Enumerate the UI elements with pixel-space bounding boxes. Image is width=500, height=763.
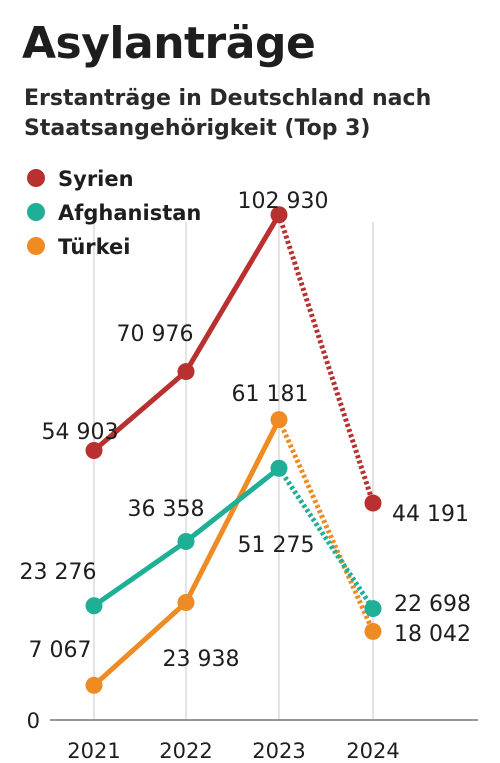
data-label-türkei-2024: 18 042 <box>394 622 471 647</box>
data-point-türkei-2021 <box>85 676 103 694</box>
data-label-afghanistan-2022: 36 358 <box>128 497 205 522</box>
data-point-afghanistan-2023 <box>270 459 288 477</box>
data-label-türkei-2022: 23 938 <box>163 647 240 672</box>
data-point-syrien-2023 <box>270 206 288 224</box>
legend-label-türkei: Türkei <box>58 235 130 259</box>
legend-marker-afghanistan <box>27 203 45 221</box>
legend-marker-syrien <box>27 169 45 187</box>
x-tick-label-2023: 2023 <box>252 739 305 763</box>
y-tick-label-0: 0 <box>27 709 40 733</box>
data-label-syrien-2022: 70 976 <box>117 322 194 347</box>
data-label-türkei-2021: 7 067 <box>29 638 92 663</box>
chart-title: Asylanträge <box>22 18 316 69</box>
data-point-türkei-2022 <box>177 593 195 611</box>
subtitle-line-2: Staatsangehörigkeit (Top 3) <box>24 116 371 141</box>
series-line-dotted-syrien <box>276 213 376 504</box>
data-label-afghanistan-2024: 22 698 <box>394 592 471 617</box>
data-label-türkei-2023: 61 181 <box>232 382 309 407</box>
data-point-türkei-2024 <box>364 622 382 640</box>
data-label-afghanistan-2023: 51 275 <box>238 533 315 558</box>
data-label-syrien-2023: 102 930 <box>238 189 329 214</box>
legend-label-afghanistan: Afghanistan <box>58 201 201 225</box>
data-point-türkei-2023 <box>270 411 288 429</box>
series-line-dotted-türkei <box>276 418 376 633</box>
data-point-syrien-2021 <box>85 441 103 459</box>
data-point-afghanistan-2022 <box>177 533 195 551</box>
data-label-afghanistan-2021: 23 276 <box>20 560 97 585</box>
data-label-syrien-2021: 54 903 <box>42 420 119 445</box>
x-tick-label-2021: 2021 <box>67 739 120 763</box>
data-point-afghanistan-2024 <box>364 600 382 618</box>
data-point-afghanistan-2021 <box>85 597 103 615</box>
x-tick-label-2022: 2022 <box>159 739 212 763</box>
chart-subtitle: Erstanträge in Deutschland nach Staatsan… <box>24 84 494 144</box>
data-label-syrien-2024: 44 191 <box>392 502 469 527</box>
data-point-syrien-2022 <box>177 363 195 381</box>
data-point-syrien-2024 <box>364 494 382 512</box>
series-line-dotted-afghanistan <box>276 466 376 610</box>
subtitle-line-1: Erstanträge in Deutschland nach <box>24 86 432 111</box>
x-tick-label-2024: 2024 <box>346 739 399 763</box>
legend-marker-türkei <box>27 237 45 255</box>
legend-label-syrien: Syrien <box>58 167 134 191</box>
